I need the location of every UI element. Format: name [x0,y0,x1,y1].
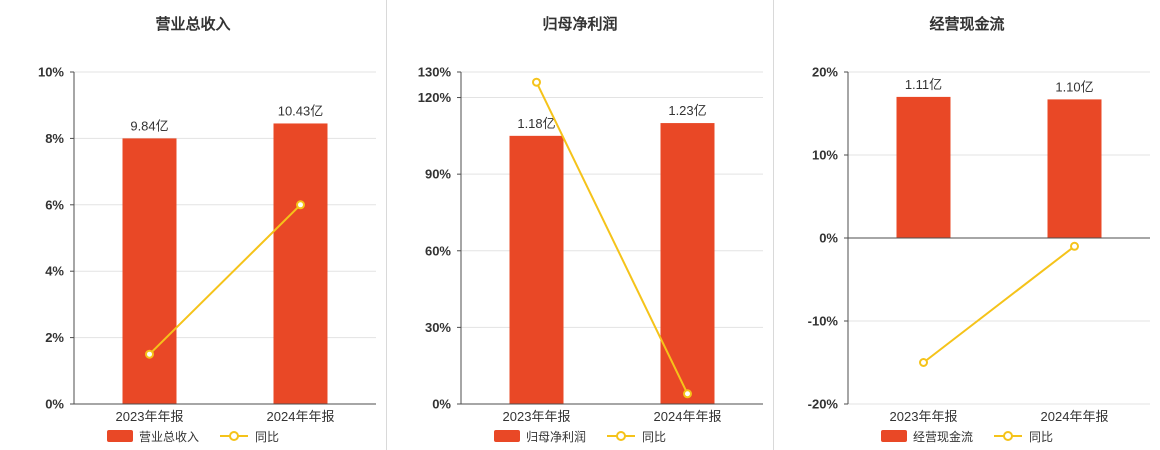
bar-value-label: 1.23亿 [668,103,706,118]
x-category-label: 2023年年报 [890,409,958,422]
x-category-label: 2023年年报 [116,409,184,422]
line-marker [296,200,305,210]
cash-flow-chart-plot: -20% -10% 0% 10% 20% 1.11亿 1.10亿 2023年年报 2024年年报 [808,65,1150,422]
bar [273,123,328,405]
y-tick-label: 90% [425,167,451,182]
chart-panel-operating-cash-flow: 经营现金流 -20% -10% 0% 10% 20% 1.11亿 1.10亿 2023年年报 2… [773,0,1160,450]
chart-panel-total-revenue: 营业总收入 0% 2% 4% 6% 8% 10% 9.84亿 10.43亿 2023年年报 202… [0,0,386,450]
line-marker [532,77,541,87]
bar-legend-label: 经营现金流 [912,429,973,444]
line-marker [145,349,154,359]
bar [509,135,564,404]
y-tick-label: -10% [808,314,839,329]
chart-legend: 归母净利润 同比 [387,422,773,450]
bar-legend-label: 营业总收入 [138,429,199,444]
line-legend-symbol [994,431,1022,441]
y-tick-label: 6% [45,197,64,212]
bar [896,96,951,239]
line-legend-label: 同比 [255,429,280,444]
y-tick-label: 10% [38,65,64,80]
y-tick-label: 130% [418,65,452,80]
x-category-label: 2024年年报 [1041,409,1109,422]
bar-value-label: 1.11亿 [905,77,942,92]
yoy-line [922,245,1076,364]
y-tick-label: 4% [45,264,64,279]
yoy-line [148,204,302,355]
line-marker [683,389,692,399]
bar [1047,99,1102,238]
line-legend-symbol [220,431,248,441]
chart-legend: 营业总收入 同比 [0,422,386,450]
bar-legend-swatch [493,430,520,442]
chart-title: 营业总收入 [155,16,231,33]
y-tick-label: 0% [45,397,64,412]
bar-value-label: 9.84亿 [130,118,168,133]
bar [122,138,177,404]
chart-legend: 经营现金流 同比 [774,422,1160,450]
y-tick-label: -20% [808,397,839,412]
yoy-line [535,81,689,395]
line-marker [1070,241,1079,251]
y-tick-label: 8% [45,131,64,146]
bar-legend-label: 归母净利润 [525,429,586,444]
bar-value-label: 10.43亿 [278,103,324,118]
y-tick-label: 30% [425,320,451,335]
chart-title: 经营现金流 [929,16,1005,33]
y-tick-label: 120% [418,90,452,105]
chart-title: 归母净利润 [542,16,618,33]
bar [660,123,715,405]
revenue-chart-plot: 0% 2% 4% 6% 8% 10% 9.84亿 10.43亿 2023年年报 2024年年报 [38,65,376,422]
bar-legend-swatch [880,430,907,442]
line-marker [919,358,928,367]
y-tick-label: 10% [812,148,838,163]
y-tick-label: 60% [425,243,451,258]
bar-legend-swatch [106,430,133,442]
y-tick-label: 0% [819,231,838,246]
x-category-label: 2024年年报 [654,409,722,422]
x-category-label: 2024年年报 [267,409,335,422]
line-legend-label: 同比 [642,429,667,444]
bar-value-label: 1.10亿 [1055,79,1093,94]
chart-panel-net-profit: 归母净利润 0% 30% 60% 90% 120% 130% 1.18亿 1.23亿 2023年… [386,0,773,450]
y-tick-label: 20% [812,65,838,80]
line-legend-label: 同比 [1029,429,1054,444]
y-tick-label: 0% [432,397,451,412]
y-tick-label: 2% [45,330,64,345]
net-profit-chart-plot: 0% 30% 60% 90% 120% 130% 1.18亿 1.23亿 2023年年报 2024… [418,65,763,422]
line-legend-symbol [607,431,635,441]
x-category-label: 2023年年报 [503,409,571,422]
bar-value-label: 1.18亿 [517,116,555,131]
